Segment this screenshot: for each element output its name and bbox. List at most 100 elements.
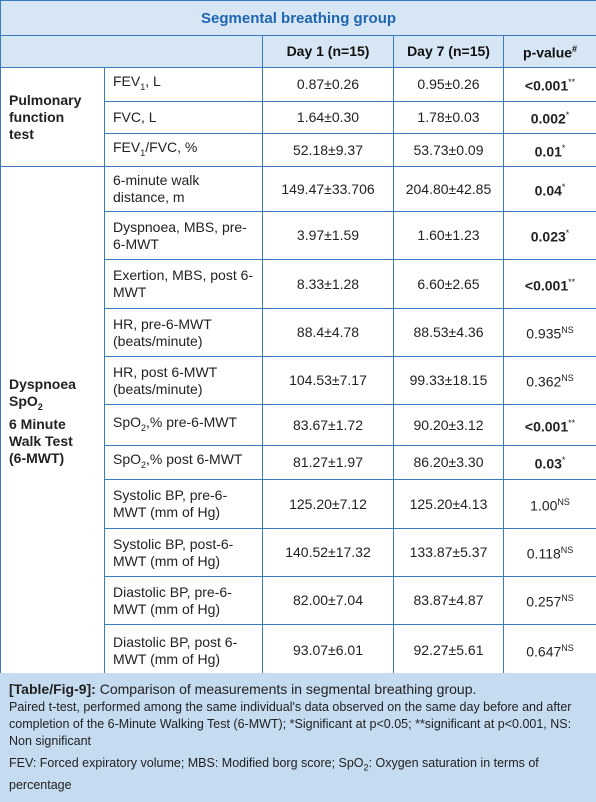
significance-mark: * xyxy=(565,110,570,121)
table-row: SpO2,% pre-6-MWT 83.67±1.72 90.20±3.12 <0.0… xyxy=(1,404,596,446)
caption-head: [Table/Fig-9]: Comparison of measurement… xyxy=(9,681,588,698)
measure-cell: Diastolic BP, pre-6-MWT (mm of Hg) xyxy=(104,576,263,625)
day7-cell: 90.20±3.12 xyxy=(393,404,504,446)
p-value-cell: 0.002* xyxy=(502,101,596,134)
measure-cell: FVC, L xyxy=(104,101,263,134)
text: test xyxy=(9,125,34,142)
text: SpO xyxy=(113,451,142,468)
p-value-cell: <0.001** xyxy=(502,404,596,446)
table-row: Systolic BP, pre-6-MWT (mm of Hg) 125.20±… xyxy=(1,479,596,529)
day1-cell: 83.67±1.72 xyxy=(262,404,394,446)
significance-mark: ** xyxy=(568,77,576,88)
column-header: p-value# xyxy=(502,35,596,68)
day7-cell: 86.20±3.30 xyxy=(393,445,504,480)
measure-cell: HR, post 6-MWT (beats/minute) xyxy=(104,356,263,405)
p-value: <0.001 xyxy=(524,277,569,294)
day1-cell: 93.07±6.01 xyxy=(262,624,394,677)
text: 6-minute walk distance, m xyxy=(113,172,200,205)
measure-cell: SpO2,% post 6-MWT xyxy=(104,445,263,480)
table-row: FEV1/FVC, % 52.18±9.37 53.73±0.09 0.01* xyxy=(1,133,596,167)
p-value-cell: <0.001** xyxy=(502,67,596,102)
p-value: 0.647 xyxy=(526,643,562,660)
p-value-cell: 0.023* xyxy=(502,211,596,260)
text: Day 7 (n=15) xyxy=(407,43,490,59)
header-row: Day 1 (n=15) Day 7 (n=15) p-value# xyxy=(0,35,596,68)
table-row: FVC, L 1.64±0.30 1.78±0.03 0.002* xyxy=(1,101,596,134)
p-value-cell: 0.647NS xyxy=(502,624,596,677)
caption-note: FEV: Forced expiratory volume; MBS: Modi… xyxy=(9,755,588,794)
table-title: Segmental breathing group xyxy=(0,0,596,36)
p-value: 0.118 xyxy=(526,545,561,562)
header-cell xyxy=(0,35,263,68)
caption-label: [Table/Fig-9]: xyxy=(9,681,96,697)
measure-cell: Systolic BP, post-6-MWT (mm of Hg) xyxy=(104,528,263,577)
text: Walk Test xyxy=(9,432,73,449)
label-line: 6 Minute xyxy=(9,416,96,433)
measure-cell: Diastolic BP, post 6-MWT (mm of Hg) xyxy=(104,624,263,677)
day7-cell: 88.53±4.36 xyxy=(393,308,504,357)
subscript: 2 xyxy=(141,459,147,470)
label-line: Dyspnoea xyxy=(9,376,96,393)
label-line: (6-MWT) xyxy=(9,450,96,467)
text: FVC, L xyxy=(113,109,157,125)
significance-mark: NS xyxy=(561,325,574,336)
measure-cell: Dyspnoea, MBS, pre-6-MWT xyxy=(104,211,263,260)
day1-cell: 149.47±33.706 xyxy=(262,166,394,212)
text: Exertion, MBS, post 6-MWT xyxy=(113,267,254,300)
measure-cell: SpO2,% pre-6-MWT xyxy=(104,404,263,446)
day7-cell: 133.87±5.37 xyxy=(393,528,504,577)
table-row: Exertion, MBS, post 6-MWT 8.33±1.28 6.60±2… xyxy=(1,259,596,309)
text: FEV xyxy=(113,138,141,155)
day7-cell: 6.60±2.65 xyxy=(393,259,504,309)
significance-mark: * xyxy=(561,142,566,153)
subscript: 1 xyxy=(140,147,146,158)
significance-mark: ** xyxy=(568,276,576,287)
significance-mark: * xyxy=(561,181,566,192)
label-line: test xyxy=(9,126,96,143)
text: p-value xyxy=(523,44,573,61)
p-value-cell: 0.257NS xyxy=(502,576,596,625)
p-value-cell: 0.935NS xyxy=(502,308,596,357)
significance-mark: NS xyxy=(561,643,574,654)
significance-mark: * xyxy=(561,455,566,466)
day1-cell: 1.64±0.30 xyxy=(262,101,394,134)
day1-cell: 104.53±7.17 xyxy=(262,356,394,405)
day1-cell: 0.87±0.26 xyxy=(262,67,394,102)
text: Systolic BP, post-6-MWT (mm of Hg) xyxy=(113,535,234,569)
measure-cell: HR, pre-6-MWT (beats/minute) xyxy=(104,308,263,357)
day1-cell: 125.20±7.12 xyxy=(262,479,394,529)
day1-cell: 82.00±7.04 xyxy=(262,576,394,625)
table-row: Pulmonary function test FEV1, L 0.87±0.26 0.9… xyxy=(0,67,596,167)
text: Diastolic BP, pre-6-MWT (mm of Hg) xyxy=(113,583,232,617)
day7-cell: 1.60±1.23 xyxy=(393,211,504,260)
text: 6 Minute xyxy=(9,415,66,432)
table-row: Systolic BP, post-6-MWT (mm of Hg) 140.52… xyxy=(1,528,596,577)
data-table: Segmental breathing group Day 1 (n=15) Day… xyxy=(0,0,596,677)
text: , L xyxy=(145,73,161,90)
subscript: 2 xyxy=(363,762,369,773)
label-line: SpO2 xyxy=(9,393,96,416)
text: SpO xyxy=(113,413,142,430)
significance-mark: NS xyxy=(560,545,574,556)
text: FEV: Forced expiratory volume; MBS: Modi… xyxy=(9,756,364,770)
p-value-cell: <0.001** xyxy=(502,259,596,309)
text: function xyxy=(9,108,65,125)
label-line: function xyxy=(9,109,96,126)
p-value: <0.001 xyxy=(524,418,569,435)
p-value: <0.001 xyxy=(524,77,569,94)
text: Paired t-test, performed among the same … xyxy=(9,700,572,748)
group-label: Dyspnoea SpO2 6 Minute Walk Test (6-MWT) xyxy=(0,166,105,677)
measure-cell: Systolic BP, pre-6-MWT (mm of Hg) xyxy=(104,479,263,529)
p-value-cell: 0.118NS xyxy=(502,528,596,577)
p-value: 0.01 xyxy=(534,143,562,160)
measure-cell: 6-minute walk distance, m xyxy=(104,166,263,212)
p-value: 0.362 xyxy=(526,373,562,390)
measure-cell: Exertion, MBS, post 6-MWT xyxy=(104,259,263,309)
p-value: 0.03 xyxy=(534,455,562,472)
p-value: 1.00 xyxy=(530,497,558,514)
significance-mark: * xyxy=(565,228,570,239)
day7-cell: 125.20±4.13 xyxy=(393,479,504,529)
day1-cell: 81.27±1.97 xyxy=(262,445,394,480)
text: ,% pre-6-MWT xyxy=(146,413,238,430)
day7-cell: 204.80±42.85 xyxy=(393,166,504,212)
